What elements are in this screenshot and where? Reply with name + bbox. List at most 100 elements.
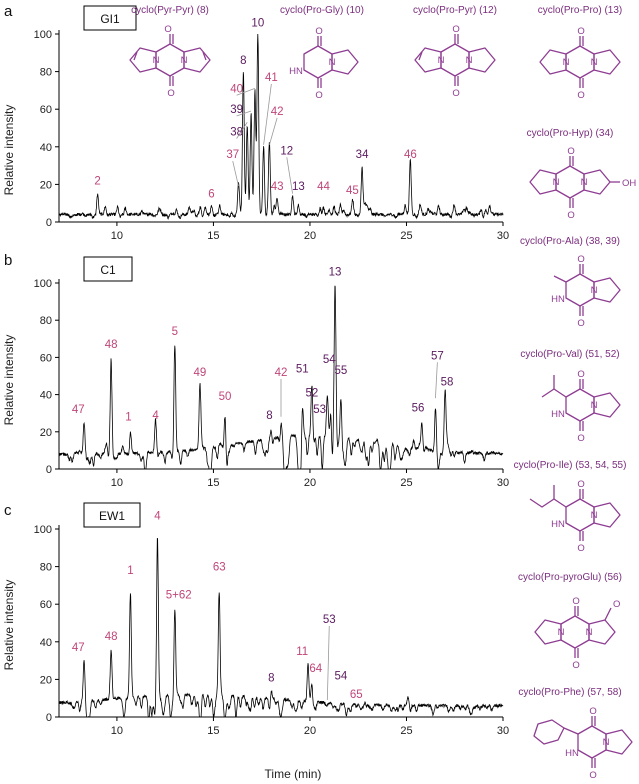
structure-name-pro-pyr: cyclo(Pro-Pyr) (12) bbox=[413, 5, 497, 16]
svg-text:O: O bbox=[452, 88, 459, 99]
structure-name-pro-ala: cyclo(Pro-Ala) (38, 39) bbox=[520, 236, 620, 247]
x-tick-label: 15 bbox=[207, 725, 219, 737]
structure-name-pro-val: cyclo(Pro-Val) (51, 52) bbox=[520, 349, 619, 360]
svg-text:HN: HN bbox=[289, 66, 303, 77]
structure-name-pro-ile: cyclo(Pro-Ile) (53, 54, 55) bbox=[514, 460, 627, 471]
peak-label: 45 bbox=[346, 185, 359, 197]
peak-label: 38 bbox=[230, 127, 243, 139]
svg-text:N: N bbox=[329, 57, 336, 68]
y-tick-label: 100 bbox=[34, 278, 52, 290]
chromatogram-trace bbox=[58, 537, 504, 719]
svg-text:OH: OH bbox=[622, 178, 636, 189]
peak-label: 4 bbox=[152, 410, 159, 422]
svg-text:O: O bbox=[452, 24, 459, 35]
svg-text:N: N bbox=[591, 57, 598, 68]
svg-text:O: O bbox=[577, 369, 584, 380]
peak-label: 48 bbox=[105, 339, 118, 351]
x-axis-label: Time (min) bbox=[265, 767, 322, 781]
peak-leader-line bbox=[435, 362, 438, 399]
structure-pro-hyp: O O N N OH bbox=[529, 146, 636, 221]
peak-label: 55 bbox=[334, 365, 347, 377]
x-tick-label: 10 bbox=[111, 230, 123, 242]
svg-text:O: O bbox=[572, 660, 579, 671]
y-axis-label-b: Relative intensity bbox=[2, 335, 16, 426]
structure-name-pro-hyp: cyclo(Pro-Hyp) (34) bbox=[527, 128, 614, 139]
x-tick-label: 30 bbox=[497, 230, 509, 242]
x-tick-label: 20 bbox=[304, 230, 316, 242]
svg-text:N: N bbox=[603, 737, 610, 748]
svg-text:N: N bbox=[153, 55, 160, 66]
panel-letter-a: a bbox=[4, 3, 13, 20]
x-tick-label: 25 bbox=[400, 477, 412, 489]
y-tick-label: 80 bbox=[40, 315, 52, 327]
structure-name-pro-phe: cyclo(Pro-Phe) (57, 58) bbox=[518, 687, 621, 698]
svg-text:O: O bbox=[315, 26, 322, 37]
peak-label: 50 bbox=[219, 391, 232, 403]
peak-leader-line bbox=[236, 110, 252, 117]
structure-name-pyr-pyr: cyclo(Pyr-Pyr) (8) bbox=[131, 5, 209, 16]
svg-text:N: N bbox=[591, 400, 598, 411]
y-tick-label: 20 bbox=[40, 427, 52, 439]
structure-pro-pyroglu: O O N N O bbox=[534, 596, 620, 671]
peak-label: 54 bbox=[334, 670, 347, 682]
structure-name-pro-pro: cyclo(Pro-Pro) (13) bbox=[538, 5, 622, 16]
y-tick-label: 100 bbox=[34, 524, 52, 536]
svg-text:O: O bbox=[577, 479, 584, 490]
peak-label: 8 bbox=[268, 672, 274, 684]
y-tick-label: 40 bbox=[40, 637, 52, 649]
x-tick-label: 20 bbox=[304, 477, 316, 489]
svg-text:O: O bbox=[577, 254, 584, 265]
peak-label: 53 bbox=[323, 614, 336, 626]
svg-text:O: O bbox=[589, 706, 596, 717]
structure-pro-val: O O N HN bbox=[541, 369, 621, 444]
peak-label: 5+62 bbox=[166, 590, 192, 602]
peak-label: 47 bbox=[72, 642, 85, 654]
sample-box-a bbox=[83, 5, 137, 31]
y-tick-label: 40 bbox=[40, 390, 52, 402]
peak-label: 41 bbox=[265, 72, 278, 84]
chromatogram-trace bbox=[58, 33, 504, 220]
chromatogram-trace bbox=[58, 285, 504, 470]
x-tick-label: 20 bbox=[304, 725, 316, 737]
peak-label: 10 bbox=[251, 17, 264, 29]
structure-name-pro-pyroglu: cyclo(Pro-pyroGlu) (56) bbox=[518, 572, 622, 583]
peak-label: 1 bbox=[127, 565, 133, 577]
svg-text:N: N bbox=[586, 627, 593, 638]
x-tick-label: 30 bbox=[497, 725, 509, 737]
y-tick-label: 80 bbox=[40, 67, 52, 79]
peak-leader-line bbox=[236, 88, 256, 96]
svg-text:N: N bbox=[558, 627, 565, 638]
peak-label: 44 bbox=[317, 181, 330, 193]
y-tick-label: 80 bbox=[40, 562, 52, 574]
peak-label: 39 bbox=[230, 104, 243, 116]
panel-letter-c: c bbox=[4, 502, 12, 519]
y-tick-label: 20 bbox=[40, 674, 52, 686]
peak-label: 1 bbox=[125, 412, 131, 424]
peak-label: 54 bbox=[323, 354, 336, 366]
svg-text:N: N bbox=[438, 55, 445, 66]
peak-label: 12 bbox=[280, 145, 293, 157]
peak-label: 42 bbox=[271, 106, 284, 118]
sample-label-a: GI1 bbox=[100, 12, 120, 26]
y-tick-label: 20 bbox=[40, 179, 52, 191]
svg-text:O: O bbox=[315, 90, 322, 101]
peak-leader-line bbox=[232, 160, 239, 187]
svg-text:O: O bbox=[167, 88, 174, 99]
svg-text:HN: HN bbox=[551, 294, 565, 305]
sample-box-c bbox=[83, 502, 141, 528]
svg-text:HN: HN bbox=[551, 409, 565, 420]
peak-label: 64 bbox=[309, 663, 322, 675]
peak-label: 52 bbox=[305, 387, 318, 399]
peak-label: 42 bbox=[275, 367, 288, 379]
y-tick-label: 0 bbox=[46, 217, 52, 229]
y-tick-label: 60 bbox=[40, 104, 52, 116]
svg-text:O: O bbox=[567, 146, 574, 157]
peak-label: 13 bbox=[329, 267, 342, 279]
plot-area-b: 0 20 40 60 80 100 10 15 20 25 30 47 48 1 4 5 49 50 8 42 51 52… bbox=[34, 267, 509, 489]
y-axis-label-c: Relative intensity bbox=[2, 580, 16, 671]
svg-text:N: N bbox=[563, 57, 570, 68]
x-tick-label: 25 bbox=[400, 725, 412, 737]
